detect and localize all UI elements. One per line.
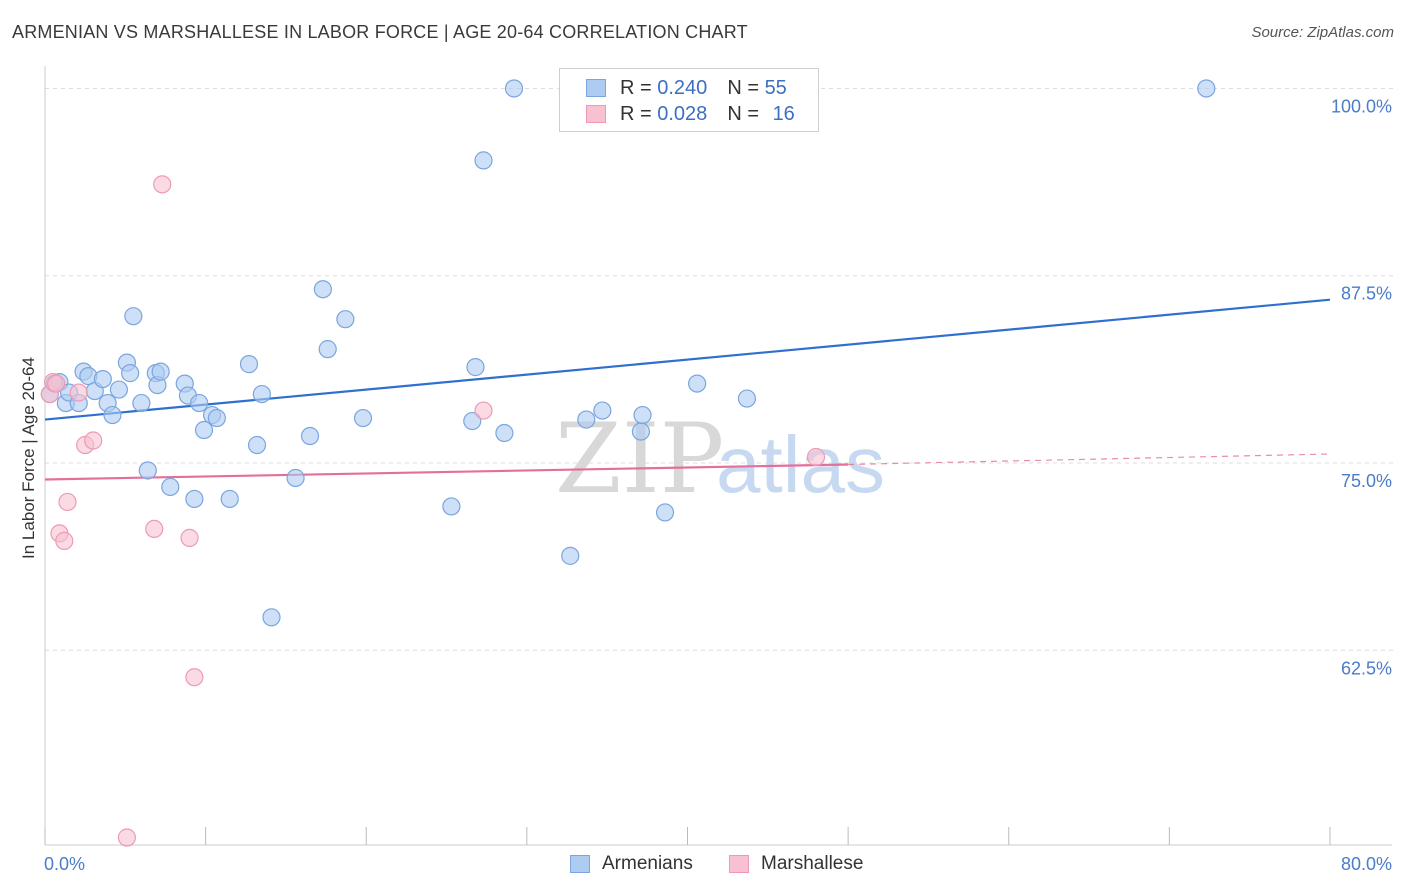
- marshallese-point: [69, 383, 88, 402]
- correlation-legend: R = 0.240 N = 55 R = 0.028 N = 16: [559, 68, 819, 132]
- y-tick-label: 62.5%: [1341, 658, 1392, 678]
- armenians-swatch: [586, 79, 606, 97]
- y-axis-label: In Labor Force | Age 20-64: [19, 357, 38, 559]
- x-tick-label: 0.0%: [44, 854, 85, 874]
- armenians-trend-line: [44, 298, 1331, 421]
- armenians-point: [466, 358, 485, 377]
- marshallese-point: [185, 668, 204, 687]
- legend-swatch-armenians: [570, 855, 590, 873]
- marshallese-point: [145, 519, 164, 539]
- marshallese-point: [55, 531, 74, 550]
- armenians-point: [1197, 79, 1216, 98]
- armenians-point: [151, 362, 170, 381]
- marshallese-point: [117, 828, 137, 847]
- armenians-point: [103, 405, 122, 425]
- armenians-point: [463, 411, 482, 431]
- armenians-n-label: N =: [727, 76, 765, 99]
- armenians-point: [185, 489, 204, 509]
- y-tick-label: 75.0%: [1341, 471, 1392, 491]
- armenians-point: [631, 422, 651, 441]
- armenians-point: [247, 435, 267, 455]
- x-tick-label: 80.0%: [1341, 854, 1392, 874]
- source-credit: Source: ZipAtlas.com: [1251, 24, 1394, 41]
- points-layer: [40, 79, 1216, 847]
- armenians-r-value: 0.240: [657, 76, 708, 99]
- armenians-point: [93, 369, 112, 389]
- armenians-point: [577, 410, 596, 429]
- y-tick-label: 100.0%: [1331, 96, 1392, 116]
- armenians-point: [313, 280, 332, 299]
- armenians-point: [655, 503, 675, 522]
- armenians-point: [124, 307, 143, 326]
- armenians-point: [318, 340, 337, 359]
- tick-labels: 100.0% 87.5% 75.0% 62.5% 0.0% 80.0%: [44, 96, 1392, 874]
- legend-row-armenians: R = 0.240 N = 55: [586, 73, 787, 103]
- armenians-point: [239, 355, 259, 374]
- marshallese-trend-extension: [848, 453, 1331, 466]
- armenians-point: [495, 423, 514, 443]
- marshallese-swatch: [586, 105, 606, 123]
- armenians-point: [109, 380, 128, 399]
- armenians-point: [561, 546, 580, 565]
- armenians-point: [688, 374, 707, 393]
- legend-row-marshallese: R = 0.028 N = 16: [586, 99, 795, 129]
- legend-label-armenians: Armenians: [602, 853, 693, 874]
- marshallese-point: [84, 431, 103, 450]
- armenians-point: [504, 79, 524, 98]
- series-legend: Armenians Marshallese: [0, 851, 1406, 877]
- watermark: ZIP atlas: [555, 403, 885, 515]
- armenians-point: [252, 384, 271, 404]
- marshallese-r-label: R =: [620, 102, 658, 125]
- marshallese-point: [58, 492, 77, 512]
- armenians-point: [593, 401, 612, 420]
- legend-swatch-marshallese: [729, 855, 749, 873]
- armenians-point: [121, 364, 140, 383]
- armenians-point: [474, 151, 493, 170]
- armenians-point: [442, 497, 461, 516]
- armenians-point: [286, 468, 305, 488]
- armenians-point: [161, 477, 180, 497]
- armenians-point: [194, 420, 214, 440]
- chart-title: ARMENIAN VS MARSHALLESE IN LABOR FORCE |…: [12, 22, 748, 42]
- armenians-point: [220, 489, 239, 509]
- legend-item-armenians: Armenians: [570, 853, 693, 875]
- marshallese-trend-line: [44, 463, 849, 481]
- armenians-point: [262, 608, 281, 627]
- armenians-point: [633, 405, 652, 425]
- armenians-point: [132, 393, 151, 413]
- marshallese-n-label: N =: [727, 102, 765, 125]
- armenians-point: [138, 461, 157, 480]
- armenians-point: [737, 389, 757, 408]
- armenians-n-value: 55: [764, 76, 787, 99]
- legend-item-marshallese: Marshallese: [729, 853, 863, 875]
- marshallese-point: [153, 175, 172, 194]
- legend-label-marshallese: Marshallese: [761, 853, 864, 874]
- axis-layer: [44, 66, 1392, 846]
- marshallese-point: [474, 401, 493, 420]
- armenians-r-label: R =: [620, 76, 658, 99]
- armenians-point: [353, 408, 373, 428]
- y-tick-label: 87.5%: [1341, 284, 1392, 304]
- marshallese-point: [180, 528, 199, 547]
- armenians-point: [300, 426, 320, 446]
- armenians-point: [336, 310, 355, 329]
- marshallese-point: [806, 447, 826, 467]
- armenians-point: [207, 408, 226, 428]
- marshallese-point: [47, 374, 66, 393]
- marshallese-n-value: 16: [772, 102, 795, 125]
- marshallese-r-value: 0.028: [657, 102, 708, 125]
- armenians-point: [190, 393, 209, 413]
